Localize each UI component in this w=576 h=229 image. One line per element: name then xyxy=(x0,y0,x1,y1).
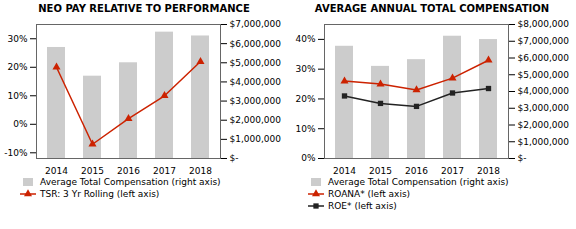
svg-text:2018: 2018 xyxy=(477,166,500,176)
html-text:ROE* (left axis): ROE* (left axis) xyxy=(328,201,397,211)
svg-text:2017: 2017 xyxy=(153,166,176,176)
html-text:AVERAGE ANNUAL TOTAL COMPENSAT: AVERAGE ANNUAL TOTAL COMPENSATION xyxy=(314,3,550,14)
svg-text:-10%: -10% xyxy=(4,148,28,158)
svg-text:10%: 10% xyxy=(7,91,27,101)
svg-text:40%: 40% xyxy=(295,34,315,44)
html-text:Average Total Compensation (ri: Average Total Compensation (right axis) xyxy=(328,177,509,187)
svg-text:$4,000,000: $4,000,000 xyxy=(230,77,282,87)
svg-text:$4,000,000: $4,000,000 xyxy=(518,86,570,96)
svg-text:$-: $- xyxy=(230,153,239,163)
svg-text:10%: 10% xyxy=(295,124,315,134)
svg-text:$2,000,000: $2,000,000 xyxy=(230,115,282,125)
svg-text:$8,000,000: $8,000,000 xyxy=(518,19,570,29)
svg-text:2014: 2014 xyxy=(333,166,356,176)
svg-text:30%: 30% xyxy=(7,34,27,44)
svg-text:$7,000,000: $7,000,000 xyxy=(230,19,282,29)
svg-text:2015: 2015 xyxy=(369,166,392,176)
html-text:Average Total Compensation (ri: Average Total Compensation (right axis) xyxy=(40,177,221,187)
svg-text:$-: $- xyxy=(518,153,527,163)
svg-text:$6,000,000: $6,000,000 xyxy=(230,39,282,49)
svg-text:2016: 2016 xyxy=(117,166,140,176)
svg-text:2018: 2018 xyxy=(189,166,212,176)
svg-text:0%: 0% xyxy=(301,153,316,163)
svg-text:20%: 20% xyxy=(295,94,315,104)
svg-text:$3,000,000: $3,000,000 xyxy=(230,96,282,106)
svg-text:$6,000,000: $6,000,000 xyxy=(518,53,570,63)
svg-text:$1,000,000: $1,000,000 xyxy=(518,137,570,147)
svg-text:$7,000,000: $7,000,000 xyxy=(518,36,570,46)
svg-text:2015: 2015 xyxy=(81,166,104,176)
svg-text:2014: 2014 xyxy=(45,166,68,176)
svg-text:$5,000,000: $5,000,000 xyxy=(518,70,570,80)
svg-text:0%: 0% xyxy=(13,119,28,129)
svg-text:$3,000,000: $3,000,000 xyxy=(518,103,570,113)
html-text:TSR: 3 Yr Rolling (left axis): TSR: 3 Yr Rolling (left axis) xyxy=(40,189,160,199)
svg-text:$5,000,000: $5,000,000 xyxy=(230,58,282,68)
svg-text:$1,000,000: $1,000,000 xyxy=(230,134,282,144)
svg-text:2017: 2017 xyxy=(441,166,464,176)
svg-text:30%: 30% xyxy=(295,64,315,74)
svg-text:20%: 20% xyxy=(7,62,27,72)
html-text:NEO PAY RELATIVE TO PERFORMANC: NEO PAY RELATIVE TO PERFORMANCE xyxy=(38,3,250,14)
html-text:ROANA* (left axis): ROANA* (left axis) xyxy=(328,189,411,199)
svg-text:$2,000,000: $2,000,000 xyxy=(518,120,570,130)
svg-text:2016: 2016 xyxy=(405,166,428,176)
